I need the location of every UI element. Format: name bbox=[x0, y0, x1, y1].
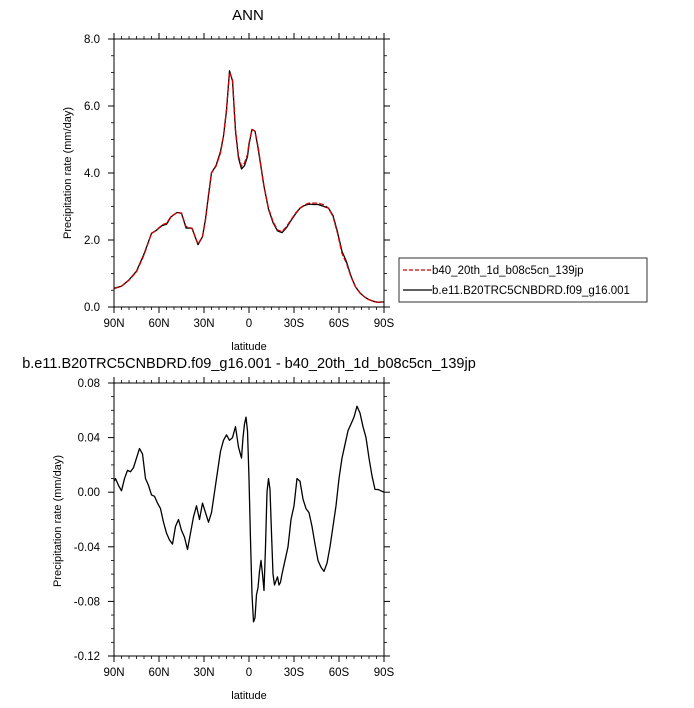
x-tick-label: 90N bbox=[103, 667, 124, 679]
y-tick-label: 2.0 bbox=[84, 235, 100, 247]
legend-label-series-1: b40_20th_1d_b08c5cn_139jp bbox=[432, 265, 584, 277]
y-tick-label: 0.00 bbox=[78, 487, 100, 499]
x-tick-label: 0 bbox=[246, 318, 252, 330]
bottom-chart-panel: b.e11.B20TRC5CNBDRD.f09_g16.001 - b40_20… bbox=[22, 356, 476, 702]
x-tick-label: 90S bbox=[374, 318, 395, 330]
bottom-plot-frame bbox=[113, 382, 385, 657]
top-chart-panel: ANN 90N 60N 30N 0 30S 60S 90S 0.0 2.0 4.0 6.0 8.0 l… bbox=[62, 7, 395, 353]
top-chart-title: ANN bbox=[232, 7, 264, 24]
x-tick-label: 60S bbox=[329, 667, 350, 679]
y-tick-label: 0.04 bbox=[78, 433, 101, 445]
bottom-chart-title: b.e11.B20TRC5CNBDRD.f09_g16.001 - b40_20… bbox=[22, 356, 476, 372]
y-tick-label: 0.08 bbox=[78, 378, 100, 390]
x-tick-label: 90N bbox=[103, 318, 124, 330]
series-line-1-1 bbox=[113, 71, 384, 303]
y-tick-label: 6.0 bbox=[84, 101, 100, 113]
legend: b40_20th_1d_b08c5cn_139jp b.e11.B20TRC5C… bbox=[398, 257, 648, 303]
x-tick-label: 30N bbox=[193, 318, 214, 330]
top-y-axis-label: Precipitation rate (mm/day) bbox=[62, 107, 74, 239]
y-tick-label: -0.04 bbox=[74, 542, 101, 554]
series-line-2-1 bbox=[113, 405, 385, 623]
x-tick-label: 60S bbox=[329, 318, 350, 330]
y-tick-label: -0.08 bbox=[74, 596, 100, 608]
x-tick-label: 30S bbox=[284, 667, 305, 679]
top-plot-frame bbox=[113, 38, 385, 308]
legend-label-series-2: b.e11.B20TRC5CNBDRD.f09_g16.001 bbox=[432, 285, 630, 297]
y-tick-label: -0.12 bbox=[74, 651, 100, 663]
bottom-y-axis-label: Precipitation rate (mm/day) bbox=[52, 455, 64, 587]
x-tick-label: 60N bbox=[148, 318, 169, 330]
top-x-axis-label: latitude bbox=[231, 341, 266, 353]
x-tick-label: 0 bbox=[246, 667, 252, 679]
x-tick-label: 90S bbox=[374, 667, 395, 679]
legend-box bbox=[398, 257, 648, 303]
x-tick-label: 30S bbox=[284, 318, 305, 330]
y-tick-label: 8.0 bbox=[84, 34, 100, 46]
x-tick-label: 60N bbox=[148, 667, 169, 679]
x-tick-label: 30N bbox=[193, 667, 214, 679]
y-tick-label: 4.0 bbox=[84, 168, 100, 180]
y-tick-label: 0.0 bbox=[84, 302, 100, 314]
bottom-x-axis-label: latitude bbox=[231, 690, 266, 702]
series-line-1-2 bbox=[113, 70, 384, 303]
